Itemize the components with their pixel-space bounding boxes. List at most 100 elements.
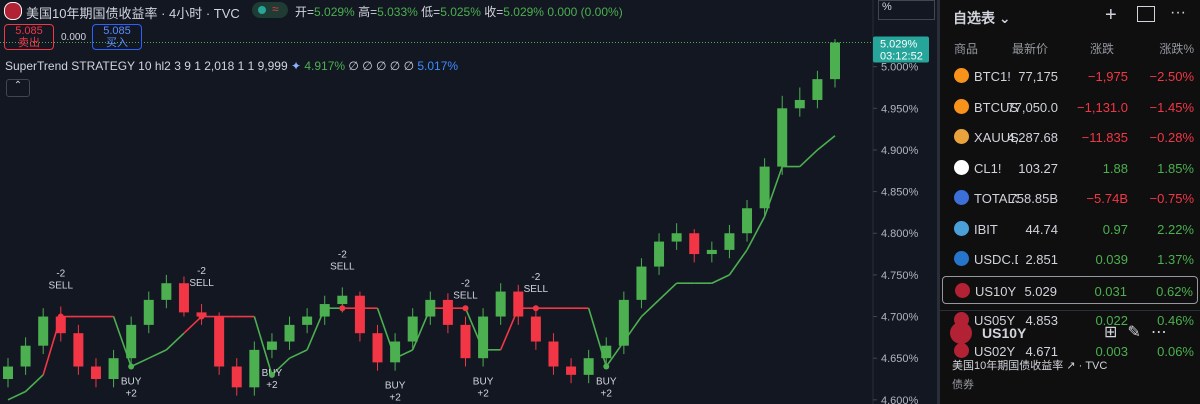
collapse-button[interactable]: ⌃ xyxy=(6,79,30,97)
add-icon[interactable]: + xyxy=(1105,4,1117,26)
signal-text: BUY xyxy=(121,377,142,388)
label: 收 xyxy=(484,5,497,19)
y-tick-label: 4.750% xyxy=(881,270,919,282)
watchlist-row[interactable]: CL1! 103.27 1.88 1.85% xyxy=(942,154,1198,182)
layout-icon[interactable] xyxy=(1137,6,1155,22)
symbol: XAUUSD xyxy=(974,130,1018,145)
candle-body xyxy=(513,291,524,317)
signal-dot xyxy=(532,305,539,312)
percent-toggle[interactable]: % xyxy=(878,0,935,20)
signal-qty: -2 xyxy=(338,249,347,260)
signal-qty: +2 xyxy=(389,393,401,404)
candle-body xyxy=(601,345,612,359)
watchlist-row[interactable]: XAUUSD4,287.68 −11.835 −0.28% xyxy=(942,123,1198,151)
symbol: US05Y xyxy=(974,313,1016,328)
signal-dot xyxy=(462,305,469,312)
buy-button[interactable]: 5.085 买入 xyxy=(92,24,142,50)
candle-body xyxy=(478,316,489,359)
candle-body xyxy=(178,283,189,313)
value: 5.029% xyxy=(314,5,355,19)
watchlist-row[interactable]: USDC.D 2.851 0.039 1.37% xyxy=(942,245,1198,273)
symbol-icon xyxy=(954,68,969,83)
chart: 5.000% 4.950% 4.900% 4.850% 4.800% 4.750% 4.70… xyxy=(0,0,937,404)
signal-text: SELL xyxy=(330,261,355,272)
signal-dot xyxy=(128,363,135,370)
candle-body xyxy=(442,299,453,325)
candle-body xyxy=(566,366,577,375)
candle-body xyxy=(654,241,665,267)
candle-body xyxy=(495,291,506,317)
y-tick-label: 4.850% xyxy=(881,187,919,199)
symbol: TOTAL3 xyxy=(974,191,1018,206)
details-icons[interactable]: ⊞✎⋯ xyxy=(1104,324,1177,341)
candle-body xyxy=(636,266,647,300)
label: 卖出 xyxy=(18,37,40,49)
symbol-icon xyxy=(954,251,969,266)
candle-body xyxy=(724,233,735,250)
value: 4.917% xyxy=(304,59,346,73)
candle-body xyxy=(777,108,788,167)
signal-dot xyxy=(268,371,275,378)
symbol-icon xyxy=(955,282,970,298)
supertrend-segment xyxy=(25,374,44,393)
signal-text: BUY xyxy=(473,377,494,388)
watchlist-row[interactable]: US05Y 4.853 0.022 0.46% xyxy=(942,306,1198,334)
more-icon[interactable]: ··· xyxy=(1170,4,1186,21)
column-header[interactable]: 涨跌% xyxy=(1159,42,1194,56)
supertrend-segment xyxy=(711,274,730,284)
symbol: US02Y xyxy=(974,343,1016,359)
candle-body xyxy=(90,366,101,380)
symbol-icon xyxy=(954,159,969,175)
watchlist-row[interactable]: BTCUSD77,050.0 −1,131.0 −1.45% xyxy=(942,93,1198,121)
details-symbol: US10Y xyxy=(982,325,1027,341)
change: 0.003 xyxy=(1095,343,1128,359)
label: 开 xyxy=(295,5,308,19)
value: 5.025% xyxy=(440,5,481,19)
watchlist-row[interactable]: US02Y 4.671 0.003 0.06% xyxy=(942,337,1198,365)
symbol-title[interactable]: 美国10年期国债收益率 · 4小时 · TVC xyxy=(26,6,240,21)
symbol-icon xyxy=(954,220,969,236)
supertrend-segment xyxy=(746,216,766,251)
candle-body xyxy=(530,316,541,342)
last-price: 5.029% xyxy=(880,38,918,50)
candle-body xyxy=(583,358,594,375)
y-tick-label: 4.950% xyxy=(881,103,919,115)
signal-qty: +2 xyxy=(477,389,489,400)
candle-body xyxy=(3,366,13,380)
candle-body xyxy=(214,316,225,367)
change-pct: −0.28% xyxy=(1149,130,1194,145)
signal-dot xyxy=(480,346,487,353)
change-pct: −1.45% xyxy=(1149,99,1194,115)
candle-body xyxy=(407,316,418,342)
sell-button[interactable]: 5.085 卖出 xyxy=(4,24,54,50)
watchlist-title[interactable]: 自选表 ⌄ xyxy=(953,10,1011,26)
supertrend-segment xyxy=(7,390,26,401)
y-tick-label: 4.650% xyxy=(881,353,919,365)
column-header[interactable]: 涨跌 xyxy=(1089,42,1114,56)
column-header[interactable]: 商品 xyxy=(954,42,979,56)
indicator-name[interactable]: SuperTrend STRATEGY 10 hl2 3 9 1 2,018 1… xyxy=(5,59,288,73)
column-header[interactable]: 最新价 xyxy=(1011,42,1048,56)
supertrend-segment xyxy=(799,149,818,168)
symbol-icon xyxy=(954,98,969,114)
last: 103.27 xyxy=(1018,160,1058,176)
last: 77,175 xyxy=(1018,69,1058,84)
divider xyxy=(940,310,1200,311)
last: 77,050.0 xyxy=(1007,99,1058,115)
watchlist-row[interactable]: TOTAL3 758.85B −5.74B −0.75% xyxy=(942,184,1198,212)
change: −5.74B xyxy=(1086,191,1128,206)
signal-qty: +2 xyxy=(601,389,613,400)
signal-text: SELL xyxy=(453,291,478,302)
y-tick-label: 4.800% xyxy=(881,228,919,240)
status-pill[interactable]: ≈ xyxy=(252,2,288,18)
watchlist-row[interactable]: US10Y 5.029 0.031 0.62% xyxy=(942,275,1198,304)
signal-qty: -2 xyxy=(197,266,206,277)
candle-body xyxy=(354,295,365,334)
change-pct: 0.06% xyxy=(1157,343,1194,359)
candle-body xyxy=(390,341,401,363)
watchlist-row[interactable]: BTC1! 77,175 −1,975 −2.50% xyxy=(942,62,1198,90)
indicator-legend: SuperTrend STRATEGY 10 hl2 3 9 1 2,018 1… xyxy=(5,59,459,73)
watchlist-row[interactable]: IBIT 44.74 0.97 2.22% xyxy=(942,215,1198,243)
candle-body xyxy=(671,233,682,242)
